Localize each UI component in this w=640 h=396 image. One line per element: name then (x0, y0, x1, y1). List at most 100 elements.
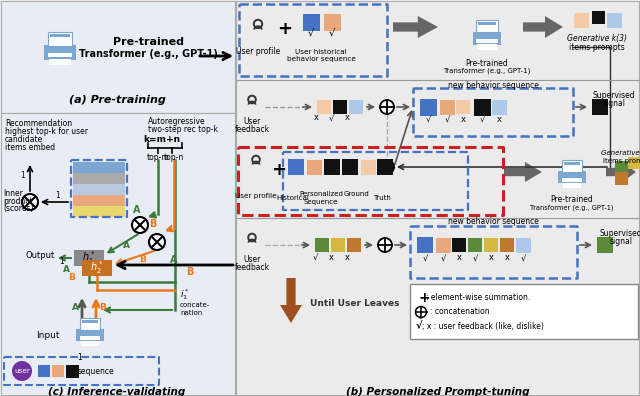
Text: Pre-trained: Pre-trained (466, 59, 508, 67)
Text: A: A (122, 242, 129, 251)
Bar (468, 238, 482, 252)
Bar (349, 100, 363, 114)
Text: sequence: sequence (77, 367, 115, 375)
Bar (82, 260, 112, 276)
Text: nation: nation (180, 310, 202, 316)
Circle shape (378, 238, 392, 252)
Polygon shape (504, 162, 542, 182)
Bar (1, 1, 235, 113)
Bar (478, 24, 496, 25)
Text: highest top-k for user: highest top-k for user (5, 128, 88, 137)
Bar (515, 238, 531, 253)
Bar (49, 59, 71, 65)
Text: items prompts: items prompts (569, 42, 625, 51)
Text: Autoregressive: Autoregressive (148, 118, 205, 126)
Bar (73, 206, 125, 217)
Bar (79, 318, 100, 329)
Text: (scores): (scores) (3, 204, 33, 213)
Text: x: x (461, 114, 465, 124)
Bar (73, 173, 125, 184)
Text: √: √ (479, 114, 484, 124)
Text: Supervised: Supervised (600, 228, 640, 238)
Text: √: √ (308, 28, 314, 38)
Text: Recommendation: Recommendation (5, 120, 72, 128)
Bar (492, 99, 506, 114)
Text: Inner: Inner (3, 188, 23, 198)
Bar (82, 320, 99, 321)
Bar (564, 162, 580, 163)
Text: signal: signal (602, 99, 625, 109)
Text: A: A (170, 255, 178, 265)
Bar (472, 32, 502, 45)
Circle shape (132, 217, 148, 233)
Circle shape (12, 361, 32, 381)
Bar (563, 183, 581, 188)
Bar (607, 13, 621, 27)
Text: Output: Output (26, 251, 55, 259)
Text: (c) Inference-validating: (c) Inference-validating (49, 387, 186, 396)
Text: (b) Personalized Prompt-tuning: (b) Personalized Prompt-tuning (346, 387, 530, 396)
Bar (564, 163, 580, 164)
Text: A: A (133, 205, 141, 215)
Bar (347, 238, 361, 252)
Bar (47, 53, 72, 57)
Bar (614, 160, 627, 173)
Circle shape (22, 194, 38, 210)
Bar (478, 22, 496, 23)
Bar (614, 171, 627, 185)
Bar (417, 237, 433, 253)
Bar (324, 159, 340, 175)
Text: B: B (140, 255, 147, 265)
Text: Historical: Historical (276, 195, 309, 201)
Bar (288, 159, 304, 175)
Bar (44, 45, 76, 60)
Bar (73, 162, 125, 173)
Text: √: √ (444, 114, 450, 124)
Text: two-step rec top-k: two-step rec top-k (148, 126, 218, 135)
Text: √: √ (328, 114, 333, 122)
Text: User: User (243, 255, 260, 265)
Text: $h_1^*$: $h_1^*$ (83, 249, 96, 267)
Bar (303, 13, 319, 30)
Text: 1: 1 (56, 192, 60, 200)
Bar (597, 237, 613, 253)
Bar (47, 32, 72, 46)
Bar (476, 39, 498, 43)
Text: +: + (278, 20, 292, 38)
Bar (360, 160, 376, 175)
Text: √: √ (440, 253, 445, 263)
Bar (500, 238, 514, 252)
Text: x: x (488, 253, 493, 263)
Bar (452, 238, 466, 252)
Text: feedback: feedback (234, 263, 269, 272)
Bar (238, 147, 503, 215)
Bar (317, 100, 331, 114)
Text: user: user (14, 368, 30, 374)
Text: User profile: User profile (235, 193, 277, 199)
Bar (73, 184, 125, 195)
Text: √: √ (422, 253, 428, 263)
Text: +: + (271, 161, 287, 179)
Bar (333, 100, 347, 114)
Text: : concatenation: : concatenation (430, 308, 490, 316)
Text: 1: 1 (77, 354, 83, 362)
Text: √: √ (472, 253, 477, 263)
Text: x: x (504, 253, 509, 263)
Text: product: product (3, 196, 33, 206)
Text: top-n: top-n (164, 152, 184, 162)
Text: Until User Leaves: Until User Leaves (310, 299, 399, 308)
Text: k=m+n: k=m+n (143, 135, 180, 145)
Polygon shape (393, 16, 438, 38)
Text: Pre-trained: Pre-trained (113, 37, 184, 47)
Text: $h_2^*$: $h_2^*$ (90, 260, 104, 276)
Bar (81, 341, 99, 346)
Bar (474, 99, 490, 116)
Text: : element-wise summation.: : element-wise summation. (426, 293, 531, 303)
Text: x: x (314, 114, 319, 122)
Bar (1, 113, 235, 395)
Text: Transformer (e.g., GPT-1): Transformer (e.g., GPT-1) (444, 68, 531, 74)
Bar (71, 160, 127, 217)
Bar (38, 365, 50, 377)
Bar (478, 23, 496, 24)
Bar (65, 364, 79, 377)
